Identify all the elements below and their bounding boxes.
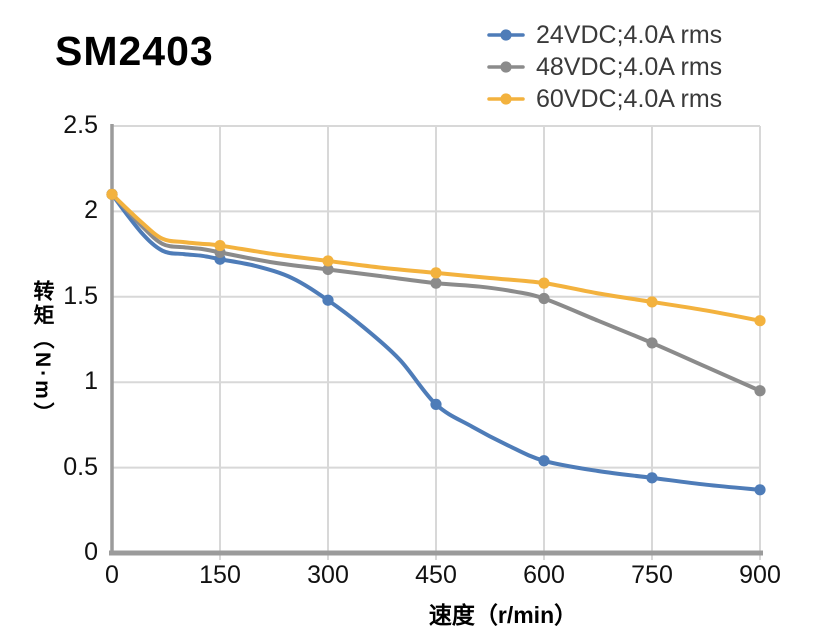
data-point (106, 188, 118, 200)
x-tick-label: 750 (631, 561, 673, 589)
y-tick-label: 1.5 (63, 281, 98, 310)
x-tick-label: 150 (199, 561, 241, 589)
data-point (430, 267, 442, 279)
data-point (646, 337, 658, 349)
gridlines (112, 125, 761, 560)
data-point (322, 294, 334, 306)
x-tick-label: 450 (415, 561, 457, 589)
legend-item-60vdc-4-0a-rms: 60VDC;4.0A rms (487, 83, 722, 115)
series-24vdc-4-0a-rms (110, 192, 762, 492)
legend-item-48vdc-4-0a-rms: 48VDC;4.0A rms (487, 51, 722, 83)
data-point (538, 455, 550, 467)
x-axis-label: 速度（r/min） (428, 602, 578, 628)
data-point (214, 239, 226, 252)
legend-label: 24VDC;4.0A rms (536, 20, 723, 49)
x-tick-label: 900 (739, 561, 781, 589)
data-point (322, 255, 334, 267)
x-tick-label: 0 (105, 561, 119, 589)
legend-line-marker-icon (487, 29, 525, 41)
y-tick-label: 2.5 (63, 111, 98, 139)
data-point (430, 277, 442, 289)
legend: 24VDC;4.0A rms 48VDC;4.0A rms 60VDC;4.0A r… (487, 19, 722, 115)
markers-60vdc-4-0a-rms (106, 188, 766, 327)
data-point (646, 296, 658, 308)
data-point (538, 277, 550, 289)
y-tick-label: 0.5 (63, 452, 98, 481)
legend-line-marker-icon (487, 93, 525, 105)
data-point (322, 263, 334, 276)
data-point (754, 315, 766, 327)
x-tick-label: 600 (523, 561, 565, 589)
y-tick-label: 1 (84, 367, 98, 396)
legend-item-24vdc-4-0a-rms: 24VDC;4.0A rms (487, 19, 722, 51)
data-point (430, 398, 442, 411)
markers-24vdc-4-0a-rms (106, 188, 766, 496)
data-point (538, 292, 550, 305)
chart-title: SM2403 (55, 28, 214, 74)
data-point (646, 472, 658, 484)
series-60vdc-4-0a-rms (110, 192, 762, 323)
y-tick-label: 0 (84, 538, 98, 566)
y-axis-label: 转矩（N·m） (31, 280, 54, 426)
y-tick-label: 2 (84, 196, 98, 225)
legend-label: 48VDC;4.0A rms (536, 52, 723, 81)
series-48vdc-4-0a-rms (110, 192, 762, 393)
data-point (754, 385, 766, 397)
legend-line-marker-icon (487, 61, 525, 73)
legend-label: 60VDC;4.0A rms (536, 84, 723, 113)
data-point (754, 484, 766, 496)
x-tick-label: 300 (307, 561, 349, 589)
